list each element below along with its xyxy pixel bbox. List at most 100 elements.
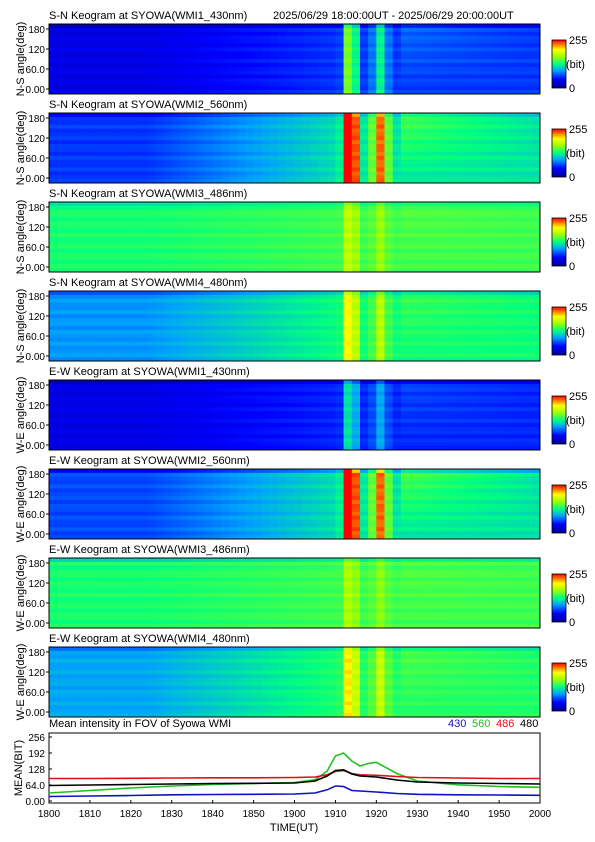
- keogram-cell: [196, 55, 205, 60]
- keogram-cell: [294, 86, 304, 91]
- keogram-cell: [400, 74, 410, 79]
- keogram-cell: [392, 82, 402, 87]
- keogram-cell: [122, 442, 132, 447]
- keogram-cell: [302, 233, 312, 238]
- keogram-cell: [188, 132, 197, 137]
- keogram-cell: [507, 167, 516, 172]
- keogram-cell: [384, 318, 394, 323]
- keogram-cell: [188, 175, 197, 180]
- keogram-cell: [417, 221, 426, 226]
- keogram-cell: [409, 136, 418, 141]
- keogram-cell: [286, 318, 295, 323]
- keogram-cell: [515, 113, 525, 118]
- keogram-cell: [73, 209, 83, 215]
- keogram-cell: [204, 333, 214, 339]
- keogram-cell: [122, 148, 132, 153]
- keogram-cell: [204, 78, 214, 83]
- keogram-cell: [98, 264, 107, 269]
- keogram-cell: [294, 237, 304, 242]
- keogram-cell: [392, 256, 402, 261]
- keogram-cell: [171, 415, 181, 420]
- keogram-cell: [245, 51, 254, 56]
- keogram-cell: [507, 268, 516, 273]
- keogram-cell: [49, 256, 58, 261]
- keogram-cell: [49, 337, 58, 342]
- keogram-cell: [335, 294, 344, 300]
- keogram-cell: [98, 256, 107, 261]
- keogram-cell: [229, 51, 238, 56]
- keogram-cell: [359, 244, 369, 250]
- keogram-cell: [229, 391, 238, 396]
- keogram-cell: [417, 27, 426, 33]
- keogram-cell: [196, 167, 205, 172]
- keogram-cell: [49, 78, 58, 83]
- keogram-cell: [294, 132, 304, 137]
- keogram-cell: [294, 144, 304, 149]
- keogram-cell: [98, 306, 107, 311]
- keogram-cell: [359, 237, 369, 242]
- keogram-cell: [515, 333, 525, 339]
- keogram-cell: [319, 256, 328, 261]
- keogram-cell: [220, 74, 230, 79]
- keogram-cell: [400, 31, 410, 37]
- keogram-cell: [253, 353, 263, 358]
- keogram-cell: [400, 116, 410, 122]
- keogram-cell: [441, 357, 451, 362]
- keogram-cell: [302, 229, 312, 234]
- keogram-cell: [155, 136, 164, 141]
- keogram-cell: [319, 213, 328, 218]
- keogram-panel: S-N Keogram at SYOWA(WMI1_430nm)N-S angl…: [15, 10, 587, 96]
- keogram-cell: [523, 306, 533, 311]
- time-range-label: 2025/06/29 18:00:00UT - 2025/06/29 20:00…: [273, 10, 514, 22]
- keogram-cell: [310, 337, 320, 342]
- keogram-cell: [114, 268, 124, 273]
- keogram-cell: [523, 62, 533, 68]
- keogram-cell: [73, 74, 83, 79]
- keogram-cell: [73, 434, 83, 439]
- keogram-cell: [466, 244, 475, 250]
- keogram-cell: [229, 237, 238, 242]
- keogram-cell: [269, 264, 279, 269]
- keogram-cell: [147, 124, 156, 129]
- keogram-cell: [106, 446, 115, 451]
- keogram-cell: [98, 252, 107, 257]
- keogram-cell: [409, 240, 418, 246]
- keogram-cell: [278, 144, 287, 149]
- keogram-cell: [523, 349, 533, 354]
- keogram-cell: [73, 438, 83, 443]
- keogram-cell: [278, 415, 287, 420]
- keogram-cell: [229, 314, 238, 319]
- keogram-cell: [351, 322, 361, 327]
- keogram-cell: [507, 302, 516, 307]
- keogram-cell: [294, 233, 304, 238]
- keogram-cell: [188, 113, 197, 118]
- keogram-cell: [376, 171, 385, 176]
- keogram-cell: [400, 237, 410, 242]
- keogram-cell: [98, 31, 107, 37]
- keogram-cell: [89, 217, 99, 222]
- keogram-cell: [114, 438, 124, 443]
- keogram-cell: [89, 438, 99, 443]
- keogram-cell: [253, 322, 263, 327]
- keogram-cell: [155, 387, 164, 393]
- keogram-cell: [310, 132, 320, 137]
- keogram-cell: [57, 78, 66, 83]
- keogram-cell: [417, 264, 426, 269]
- keogram-cell: [57, 256, 66, 261]
- keogram-cell: [302, 345, 312, 350]
- keogram-cell: [425, 221, 435, 226]
- keogram-cell: [319, 403, 328, 408]
- keogram-cell: [81, 86, 91, 91]
- keogram-cell: [409, 128, 418, 133]
- keogram-cell: [98, 298, 107, 304]
- keogram-cell: [130, 418, 140, 424]
- keogram-cell: [188, 55, 197, 60]
- keogram-cell: [490, 124, 500, 129]
- keogram-cell: [155, 306, 164, 311]
- keogram-cell: [57, 442, 66, 447]
- keogram-cell: [114, 209, 124, 215]
- keogram-cell: [155, 353, 164, 358]
- keogram-cell: [261, 302, 271, 307]
- keogram-cell: [474, 318, 484, 323]
- keogram-cell: [114, 387, 124, 393]
